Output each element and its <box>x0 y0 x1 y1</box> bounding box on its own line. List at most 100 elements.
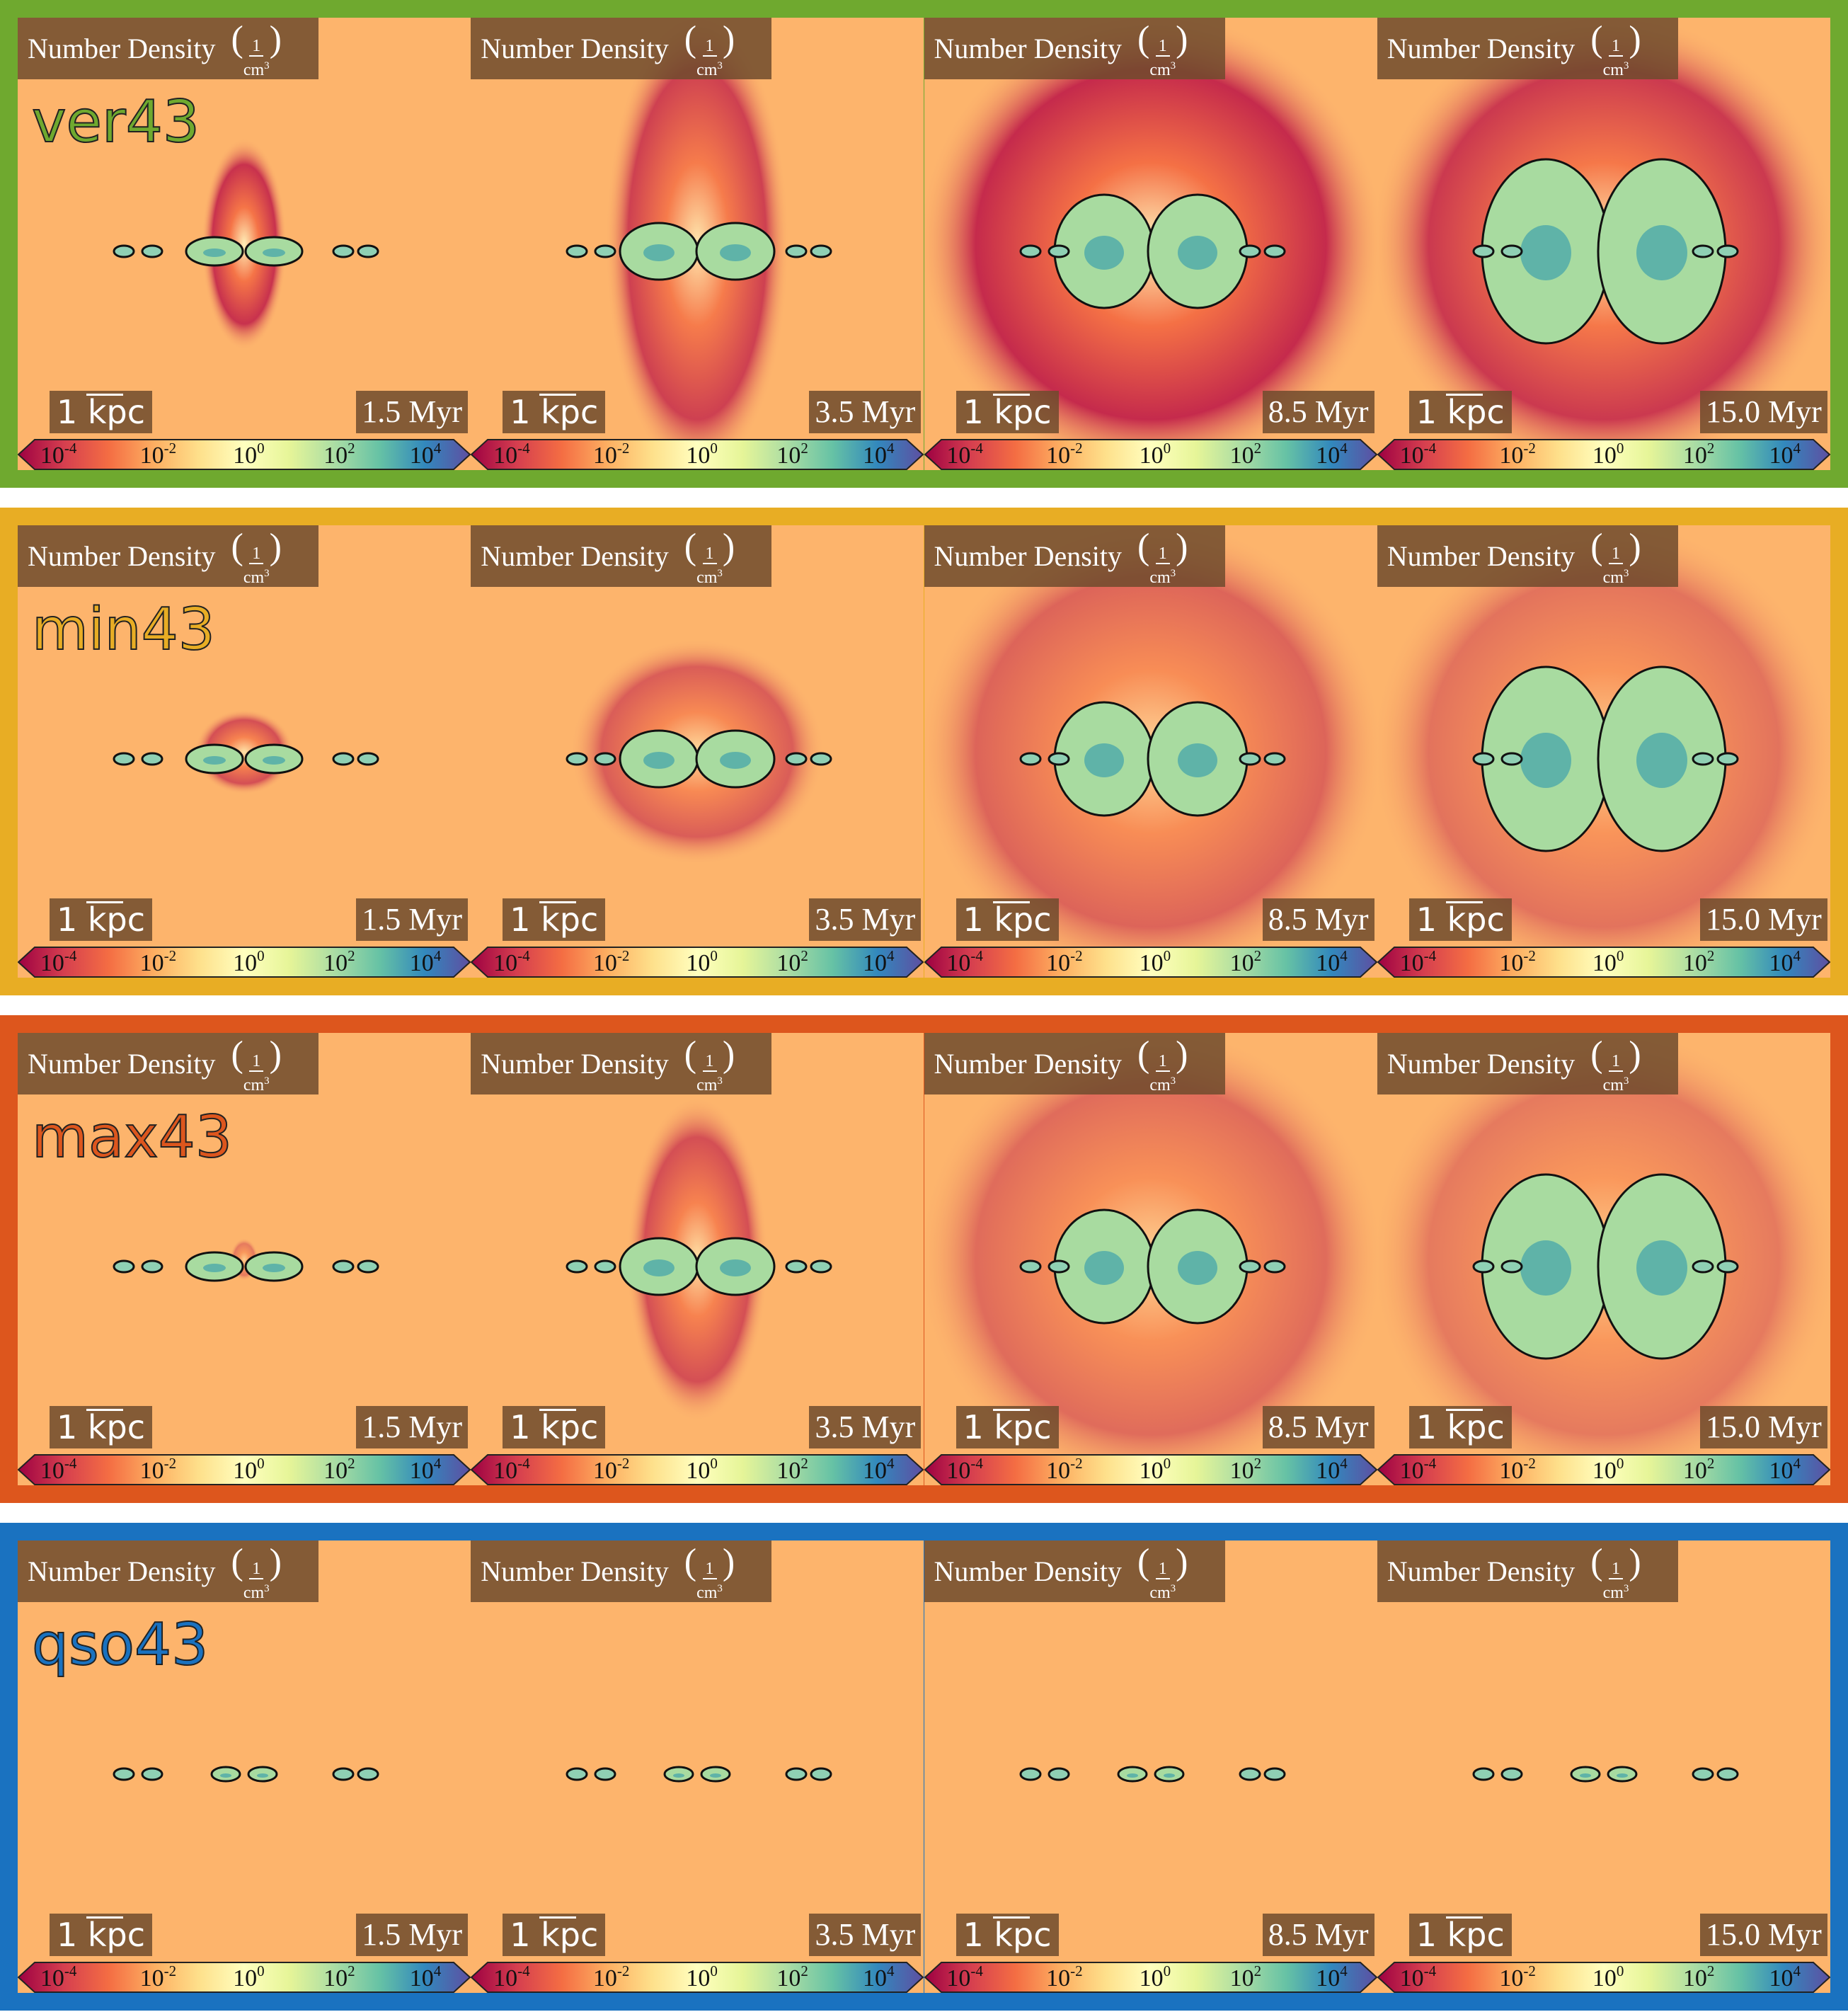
dense-core <box>1126 1773 1138 1778</box>
density-map <box>566 639 832 865</box>
colorbar-tick-label: 100 <box>1592 1957 1624 1993</box>
dense-clump <box>357 1259 379 1274</box>
dense-clump <box>1500 1767 1523 1781</box>
dense-clump <box>810 752 832 766</box>
tick-base: 10 <box>863 442 887 469</box>
dense-core <box>1084 743 1124 777</box>
dense-core <box>203 1264 226 1272</box>
paren: ( <box>1137 526 1150 567</box>
tick-exponent: 0 <box>1163 440 1171 457</box>
paren: ) <box>1176 526 1188 567</box>
paren: ( <box>1590 526 1603 567</box>
panel-label: Number Density(1 cm3) <box>924 18 1225 79</box>
colorbar-tick-label: 104 <box>1316 434 1348 470</box>
tick-base: 10 <box>139 442 164 469</box>
tick-base: 10 <box>1139 1458 1164 1484</box>
paren: ( <box>231 18 243 59</box>
unit-numerator: 1 <box>1609 544 1623 564</box>
colorbar-tick-label: 102 <box>1683 1449 1715 1485</box>
tick-base: 10 <box>1399 1965 1424 1991</box>
colorbar <box>18 439 471 470</box>
panel-label: Number Density(1 cm3) <box>471 1033 772 1094</box>
dense-core <box>1636 733 1687 788</box>
scale-bar-label: 1 kpc <box>50 898 153 941</box>
tick-exponent: -4 <box>1423 1962 1437 1979</box>
dense-core <box>1084 236 1124 270</box>
unit-base: cm <box>243 1075 265 1094</box>
colorbar <box>18 947 471 978</box>
tick-exponent: 2 <box>1253 947 1262 964</box>
tick-exponent: 4 <box>1340 947 1348 964</box>
colorbar-tick-label: 10-2 <box>1499 942 1536 978</box>
tick-base: 10 <box>946 1458 971 1484</box>
dense-clump <box>1239 1259 1261 1274</box>
time-label: 1.5 Myr <box>356 1406 468 1448</box>
colorbar-body <box>924 1454 1377 1485</box>
unit-exponent: 3 <box>264 1582 270 1594</box>
dense-clump <box>141 1767 163 1781</box>
time-label: 3.5 Myr <box>809 898 922 941</box>
colorbar-tick-label: 10-2 <box>1046 1449 1083 1485</box>
colorbar <box>1377 1454 1830 1485</box>
tick-base: 10 <box>1399 950 1424 976</box>
paren: ( <box>684 1541 697 1582</box>
fraction: 1 cm3 <box>696 544 723 587</box>
quantity-name: Number Density <box>934 1048 1123 1080</box>
colorbar-tick-label: 10-4 <box>946 1957 983 1993</box>
tick-exponent: -4 <box>517 1962 530 1979</box>
colorbar-body <box>924 439 1377 470</box>
unit-exponent: 3 <box>1170 1582 1176 1594</box>
dense-clump <box>810 244 832 258</box>
tick-exponent: -2 <box>1523 440 1536 457</box>
dense-core <box>1520 225 1571 280</box>
dense-clump <box>1716 244 1739 258</box>
unit-numerator: 1 <box>1155 544 1170 564</box>
tick-base: 10 <box>1769 1458 1794 1484</box>
row-frame: Number Density(1 cm3) qso43 1 kpc 1.5 Myr 10-… <box>0 1523 1848 2011</box>
scale-bar-label: 1 kpc <box>50 1406 153 1448</box>
colorbar-tick-label: 104 <box>410 942 442 978</box>
tick-base: 10 <box>1499 1965 1524 1991</box>
dense-clump <box>1263 752 1285 766</box>
dense-clump <box>810 1259 832 1274</box>
unit-base: cm <box>1149 60 1171 79</box>
tick-exponent: -4 <box>64 1962 77 1979</box>
paren: ( <box>1590 1034 1603 1075</box>
dense-clump <box>1500 244 1523 258</box>
time-label: 15.0 Myr <box>1699 898 1827 941</box>
dense-clump <box>1048 1259 1069 1274</box>
colorbar-tick-label: 104 <box>1769 434 1801 470</box>
dense-clump <box>1048 752 1069 766</box>
tick-exponent: 4 <box>1340 440 1348 457</box>
tick-base: 10 <box>686 1458 711 1484</box>
dense-clump <box>566 1767 588 1781</box>
dense-core <box>673 1773 685 1778</box>
unit-exponent: 3 <box>1623 567 1629 579</box>
dense-clump <box>113 1767 135 1781</box>
dense-clump <box>1692 244 1714 258</box>
tick-exponent: 4 <box>887 1962 895 1979</box>
colorbar-tick-label: 10-2 <box>1046 434 1083 470</box>
tick-exponent: 0 <box>710 947 718 964</box>
colorbar-tick-label: 10-4 <box>946 434 983 470</box>
quantity-name: Number Density <box>481 1048 669 1080</box>
dense-clump <box>566 752 588 766</box>
time-label: 1.5 Myr <box>356 1914 468 1956</box>
tick-exponent: 0 <box>1163 1962 1171 1979</box>
tick-exponent: -4 <box>1423 1455 1437 1472</box>
time-label: 3.5 Myr <box>809 1914 922 1956</box>
dense-core <box>1636 1240 1687 1296</box>
colorbar-tick-label: 102 <box>1230 1449 1262 1485</box>
dense-clump <box>785 1767 808 1781</box>
colorbar <box>471 1454 924 1485</box>
colorbar-tick-label: 10-2 <box>593 1449 630 1485</box>
panel-label: Number Density(1 cm3) <box>1377 18 1678 79</box>
time-label: 3.5 Myr <box>809 1406 922 1448</box>
density-map <box>566 1766 832 1783</box>
colorbar <box>1377 1962 1830 1993</box>
colorbar-tick-label: 10-2 <box>140 1957 177 1993</box>
paren: ( <box>231 1034 243 1075</box>
unit-numerator: 1 <box>249 1052 264 1072</box>
density-map <box>1377 1033 1830 1485</box>
time-label: 3.5 Myr <box>809 391 922 433</box>
